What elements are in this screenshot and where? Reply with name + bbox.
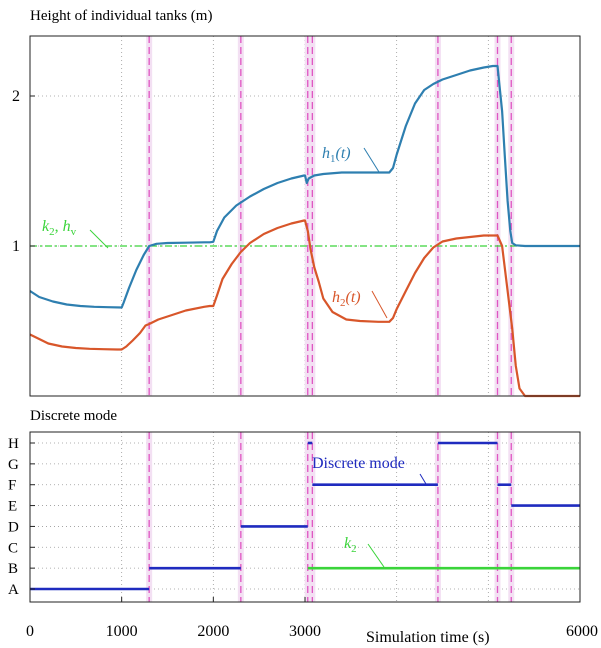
bottom-xtick-label-3: 3000 — [289, 623, 321, 640]
bottom-switch-band-6 — [508, 432, 515, 602]
bottom-xtick-label-0: 0 — [26, 623, 34, 640]
top-series-lines — [29, 64, 580, 398]
bottom-ytick-label-F: F — [8, 478, 16, 494]
top-switch-lines — [146, 36, 515, 396]
k2-label: k2 — [344, 535, 357, 555]
bottom-xtick-label-2: 2000 — [197, 623, 229, 640]
top-chart-title: Height of individual tanks (m) — [30, 8, 212, 24]
bottom-ytick-label-H: H — [8, 436, 19, 452]
top-y-ticks: 12 — [12, 88, 35, 255]
h2-label: h2(t) — [332, 289, 361, 309]
bottom-ytick-label-A: A — [8, 582, 19, 598]
svg-text:h1(t): h1(t) — [322, 145, 351, 165]
bottom-xtick-label-1: 1000 — [106, 623, 138, 640]
h1-label: h1(t) — [322, 145, 351, 165]
reference-leader — [89, 229, 109, 249]
reference-label: k2, hv — [42, 218, 77, 238]
top-ytick-label-1: 2 — [12, 88, 20, 105]
h2-leader — [371, 290, 388, 319]
series-line-h2 — [29, 219, 580, 398]
svg-text:k2, hv: k2, hv — [42, 218, 77, 238]
bottom-switch-band-0 — [146, 432, 153, 602]
bottom-series-lines — [30, 441, 580, 591]
bottom-switch-band-2 — [304, 432, 311, 602]
bottom-x-ticks: 0 1000 2000 3000 6000 — [26, 597, 598, 640]
bottom-ytick-label-D: D — [8, 519, 19, 535]
k2-leader — [367, 543, 385, 568]
bottom-switch-band-5 — [494, 432, 501, 602]
bottom-switch-band-3 — [309, 432, 316, 602]
svg-text:k2: k2 — [344, 535, 357, 555]
top-ytick-label-0: 1 — [12, 238, 20, 255]
discrete-mode-leader — [419, 473, 427, 485]
bottom-switch-lines — [146, 432, 515, 602]
bottom-ytick-label-B: B — [8, 561, 18, 577]
bottom-chart-title: Discrete mode — [30, 408, 117, 424]
bottom-xtick-label-4: 6000 — [566, 623, 598, 640]
top-plot-frame — [29, 35, 581, 397]
svg-text:h2(t): h2(t) — [332, 289, 361, 309]
bottom-switch-band-1 — [237, 432, 244, 602]
x-axis-label: Simulation time (s) — [366, 629, 490, 646]
series-line-h1 — [29, 64, 580, 309]
bottom-ytick-label-E: E — [8, 499, 17, 515]
bottom-switch-band-4 — [434, 432, 441, 602]
h1-leader — [363, 147, 380, 173]
bottom-ytick-label-G: G — [8, 457, 19, 473]
discrete-mode-label: Discrete mode — [312, 455, 405, 472]
bottom-ytick-label-C: C — [8, 540, 18, 556]
